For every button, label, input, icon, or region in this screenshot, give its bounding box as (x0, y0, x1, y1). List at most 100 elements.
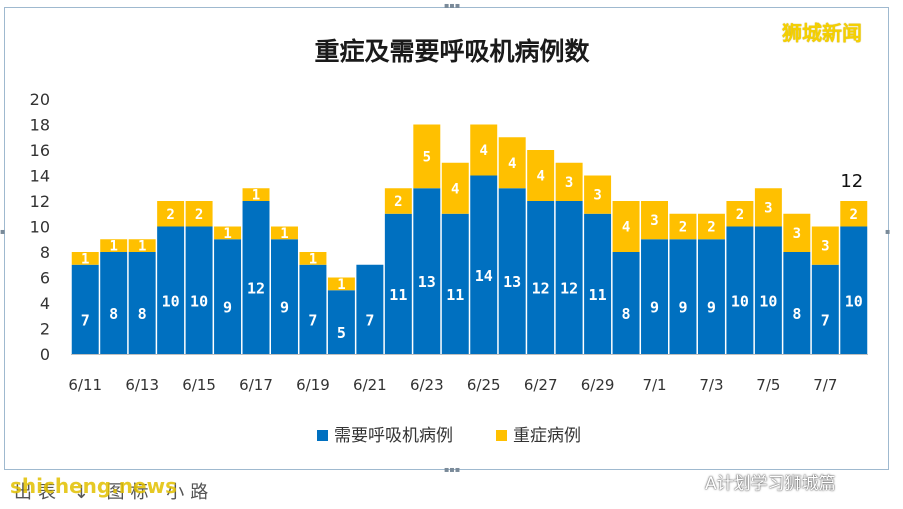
bar-severe (612, 201, 640, 252)
bar-label-severe: 2 (195, 207, 203, 223)
bar-severe (157, 201, 185, 227)
bar-label-severe: 4 (536, 169, 544, 185)
y-tick-label: 10 (30, 218, 50, 237)
bar-label-severe: 2 (679, 220, 687, 236)
bar-label-ventilator: 10 (190, 292, 208, 310)
bar-label-severe: 4 (451, 181, 459, 197)
bar-severe (100, 239, 128, 252)
bar-ventilator (840, 226, 868, 354)
bar-ventilator (697, 239, 725, 354)
x-tick-label: 6/29 (581, 376, 615, 394)
bar-label-severe: 1 (280, 226, 288, 242)
bar-label-severe: 4 (622, 220, 630, 236)
bar-severe (242, 188, 270, 201)
bar-label-ventilator: 8 (622, 305, 631, 323)
top-resize-handle[interactable]: ▪▪▪ (444, 1, 461, 10)
left-resize-handle[interactable]: ▪ (0, 227, 6, 236)
bar-severe (299, 252, 327, 265)
bar-label-ventilator: 10 (845, 292, 863, 310)
x-tick-label: 6/25 (467, 376, 501, 394)
brand-watermark: 狮城新闻 (782, 21, 862, 45)
wechat-icon (675, 471, 699, 489)
bar-ventilator (669, 239, 697, 354)
x-tick-label: 6/17 (239, 376, 273, 394)
bar-label-ventilator: 12 (532, 280, 550, 298)
x-tick-label: 6/21 (353, 376, 387, 394)
bar-severe (584, 175, 612, 214)
bar-severe (498, 137, 526, 189)
bar-severe (271, 226, 298, 240)
bar-severe (470, 124, 498, 176)
legend-swatch-ventilator (317, 430, 328, 441)
bar-ventilator (299, 264, 327, 354)
y-tick-label: 6 (40, 269, 50, 288)
footer-caption: 出表 ↓ 图标 小路 (14, 482, 215, 503)
bottom-resize-handle[interactable]: ▪▪▪ (444, 465, 461, 474)
bar-ventilator (612, 252, 640, 354)
bar-ventilator (128, 252, 156, 354)
x-axis: 6/11 6/13 6/15 6/17 6/19 6/21 6/23 6/25 6/27 6/29… (68, 354, 868, 394)
bar-ventilator (584, 213, 612, 354)
bar-label-ventilator: 5 (337, 324, 346, 342)
bar-label-severe: 3 (650, 213, 658, 229)
bar-label-ventilator: 7 (81, 311, 90, 329)
bar-ventilator (242, 201, 270, 354)
bar-severe (527, 150, 555, 201)
y-tick-label: 4 (40, 294, 50, 313)
bar-label-ventilator: 9 (223, 299, 232, 317)
bar-label-ventilator: 8 (792, 305, 801, 323)
legend-label-severe: 重症病例 (513, 426, 581, 446)
bar-severe (555, 162, 583, 201)
bar-ventilator (185, 226, 213, 354)
site-watermark: shicheng.news (10, 474, 177, 498)
y-tick-label: 8 (40, 243, 50, 262)
y-tick-label: 2 (40, 320, 50, 339)
y-axis: 0 2 4 6 8 10 12 14 16 18 20 (30, 90, 50, 364)
bar-label-ventilator: 9 (707, 299, 716, 317)
bar-ventilator (754, 226, 782, 354)
bar-label-severe: 2 (166, 207, 174, 223)
bar-ventilator (527, 201, 555, 354)
bar-severe (811, 226, 839, 265)
right-resize-handle[interactable]: ▪ (885, 227, 891, 236)
x-tick-label: 6/15 (182, 376, 216, 394)
bar-ventilator (271, 239, 298, 354)
bar-severe (71, 252, 99, 265)
bar-label-severe: 4 (508, 156, 516, 172)
bar-severe (726, 201, 754, 227)
x-tick-label: 7/3 (699, 376, 723, 394)
x-tick-label: 7/7 (813, 376, 837, 394)
bar-severe (669, 213, 697, 240)
bar-severe (413, 124, 441, 189)
bar-label-severe: 2 (707, 220, 715, 236)
bar-label-severe: 2 (394, 194, 402, 210)
bar-ventilator (413, 188, 441, 354)
bar-severe (441, 162, 469, 214)
bar-label-severe: 5 (423, 149, 431, 165)
bar-label-ventilator: 11 (446, 286, 464, 304)
bar-label-severe: 3 (565, 175, 573, 191)
bar-severe (384, 188, 412, 214)
bar-severe (641, 201, 668, 240)
bar-severe (214, 226, 242, 240)
x-tick-label: 6/19 (296, 376, 330, 394)
bar-label-severe: 2 (736, 207, 744, 223)
x-tick-label: 7/1 (642, 376, 666, 394)
account-watermark: A计划学习狮城篇 (675, 466, 836, 496)
bar-label-ventilator: 11 (389, 286, 407, 304)
bar-severe (754, 188, 782, 227)
account-name: A计划学习狮城篇 (705, 473, 836, 494)
chart-title: 重症及需要呼吸机病例数 (314, 37, 590, 66)
bar-label-severe: 3 (593, 188, 601, 204)
bar-label-severe: 4 (480, 143, 488, 159)
bar-severe (185, 201, 213, 227)
bar-label-severe: 1 (309, 251, 317, 267)
legend: 需要呼吸机病例 重症病例 (317, 426, 581, 446)
bar-label-ventilator: 9 (280, 299, 289, 317)
bar-ventilator (384, 213, 412, 354)
bar-label-severe: 3 (793, 226, 801, 242)
y-tick-label: 0 (40, 345, 50, 364)
y-tick-label: 12 (30, 192, 50, 211)
bar-label-ventilator: 13 (503, 273, 521, 291)
bar-label-ventilator: 7 (308, 311, 317, 329)
